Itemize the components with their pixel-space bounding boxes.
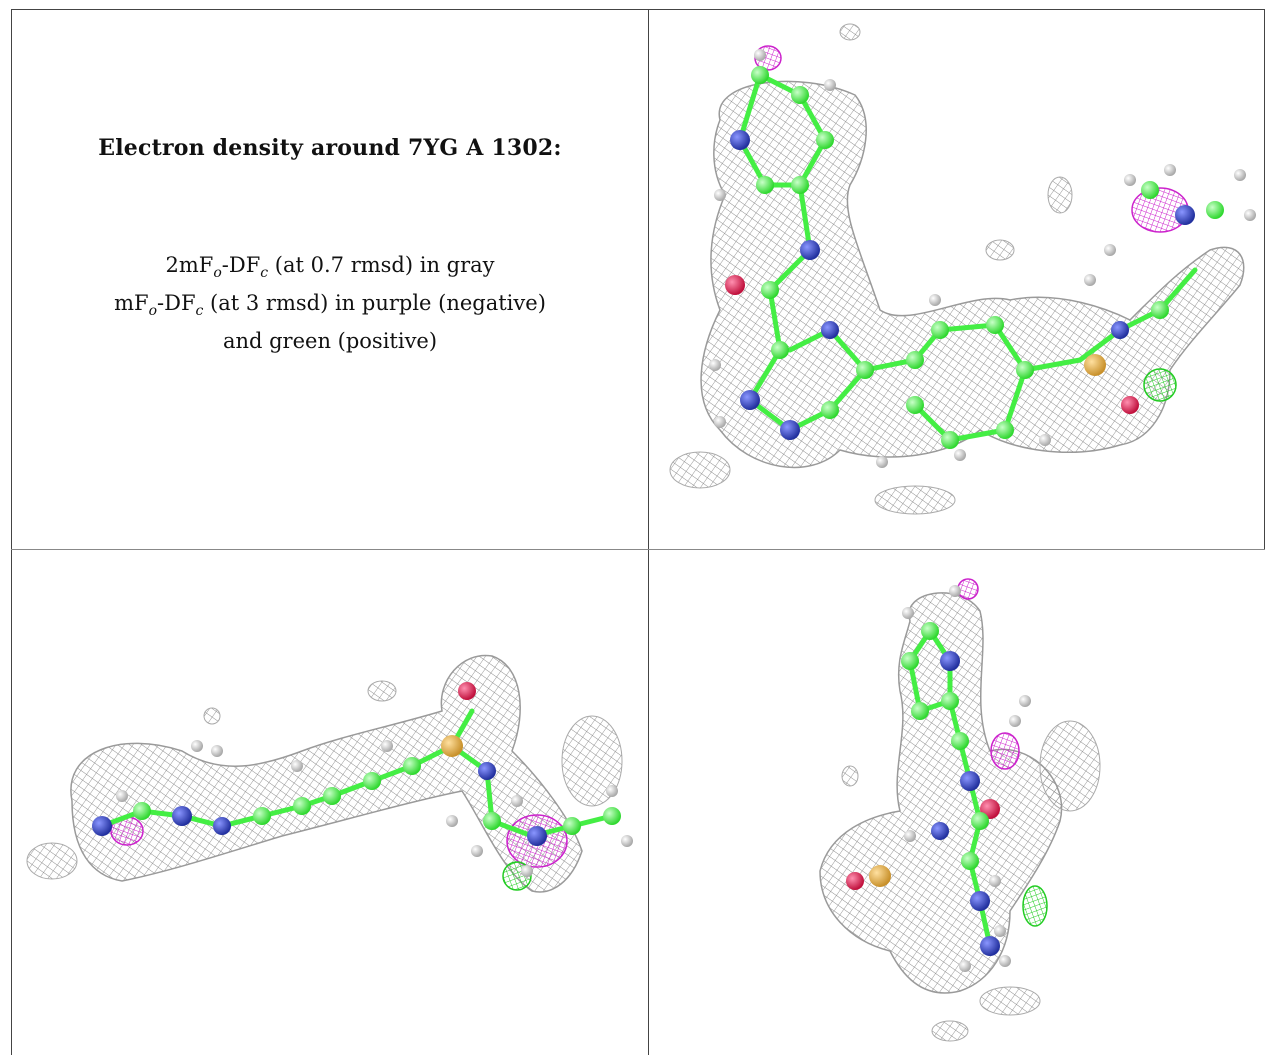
gray-density-mesh — [700, 80, 1245, 469]
legend-text: 2mFo-DFc (at 0.7 rmsd) in gray mFo-DFc (… — [12, 250, 648, 356]
gray-density-mesh — [819, 592, 1063, 994]
legend-2-sub-o: o — [148, 303, 158, 320]
stray-mesh-fragments — [669, 23, 1073, 515]
hydrogen-atoms — [116, 740, 633, 877]
legend-1-suffix: (at 0.7 rmsd) in gray — [268, 253, 495, 277]
legend-2-sub-c: c — [195, 303, 204, 320]
caption-cell: Electron density around 7YG A 1302: 2mFo… — [12, 10, 648, 548]
density-render-1 — [669, 23, 1256, 515]
legend-2-prefix: mF — [114, 291, 149, 316]
border-top — [11, 9, 1265, 10]
hydrogen-atoms — [709, 49, 1256, 468]
ligand-atoms — [725, 66, 1224, 449]
density-view-top-right — [650, 10, 1264, 548]
legend-2-mid: -DF — [157, 291, 196, 316]
legend-1-sub-c: c — [260, 265, 269, 282]
stray-mesh-fragments — [841, 720, 1101, 1042]
density-view-bottom-right — [650, 551, 1264, 1054]
stray-mesh-fragments — [26, 680, 623, 880]
positive-difference-density — [1143, 368, 1177, 402]
legend-2-suffix: (at 3 rmsd) in purple (negative) — [203, 291, 546, 316]
ligand-atoms — [92, 682, 621, 846]
negative-difference-density — [957, 578, 1020, 770]
legend-1-mid: -DF — [221, 253, 261, 277]
legend-line-1: 2mFo-DFc (at 0.7 rmsd) in gray — [12, 250, 648, 288]
density-view-bottom-left — [12, 551, 647, 1054]
hydrogen-atoms — [902, 585, 1031, 972]
density-render-3 — [819, 578, 1101, 1042]
density-render-2 — [26, 654, 633, 893]
positive-difference-density — [1022, 885, 1048, 927]
border-right — [1264, 9, 1265, 550]
border-left — [11, 9, 12, 1055]
legend-1-prefix: 2mF — [165, 253, 214, 277]
ligand-atoms — [846, 622, 1000, 956]
legend-1-sub-o: o — [213, 265, 222, 282]
legend-line-2: mFo-DFc (at 3 rmsd) in purple (negative) — [12, 288, 648, 326]
row-divider — [11, 549, 1265, 550]
negative-difference-density — [754, 45, 1189, 233]
border-middle — [648, 9, 649, 1055]
gray-density-mesh — [70, 654, 583, 893]
legend-line-3: and green (positive) — [222, 329, 438, 354]
figure-title: Electron density around 7YG A 1302: — [98, 135, 562, 161]
